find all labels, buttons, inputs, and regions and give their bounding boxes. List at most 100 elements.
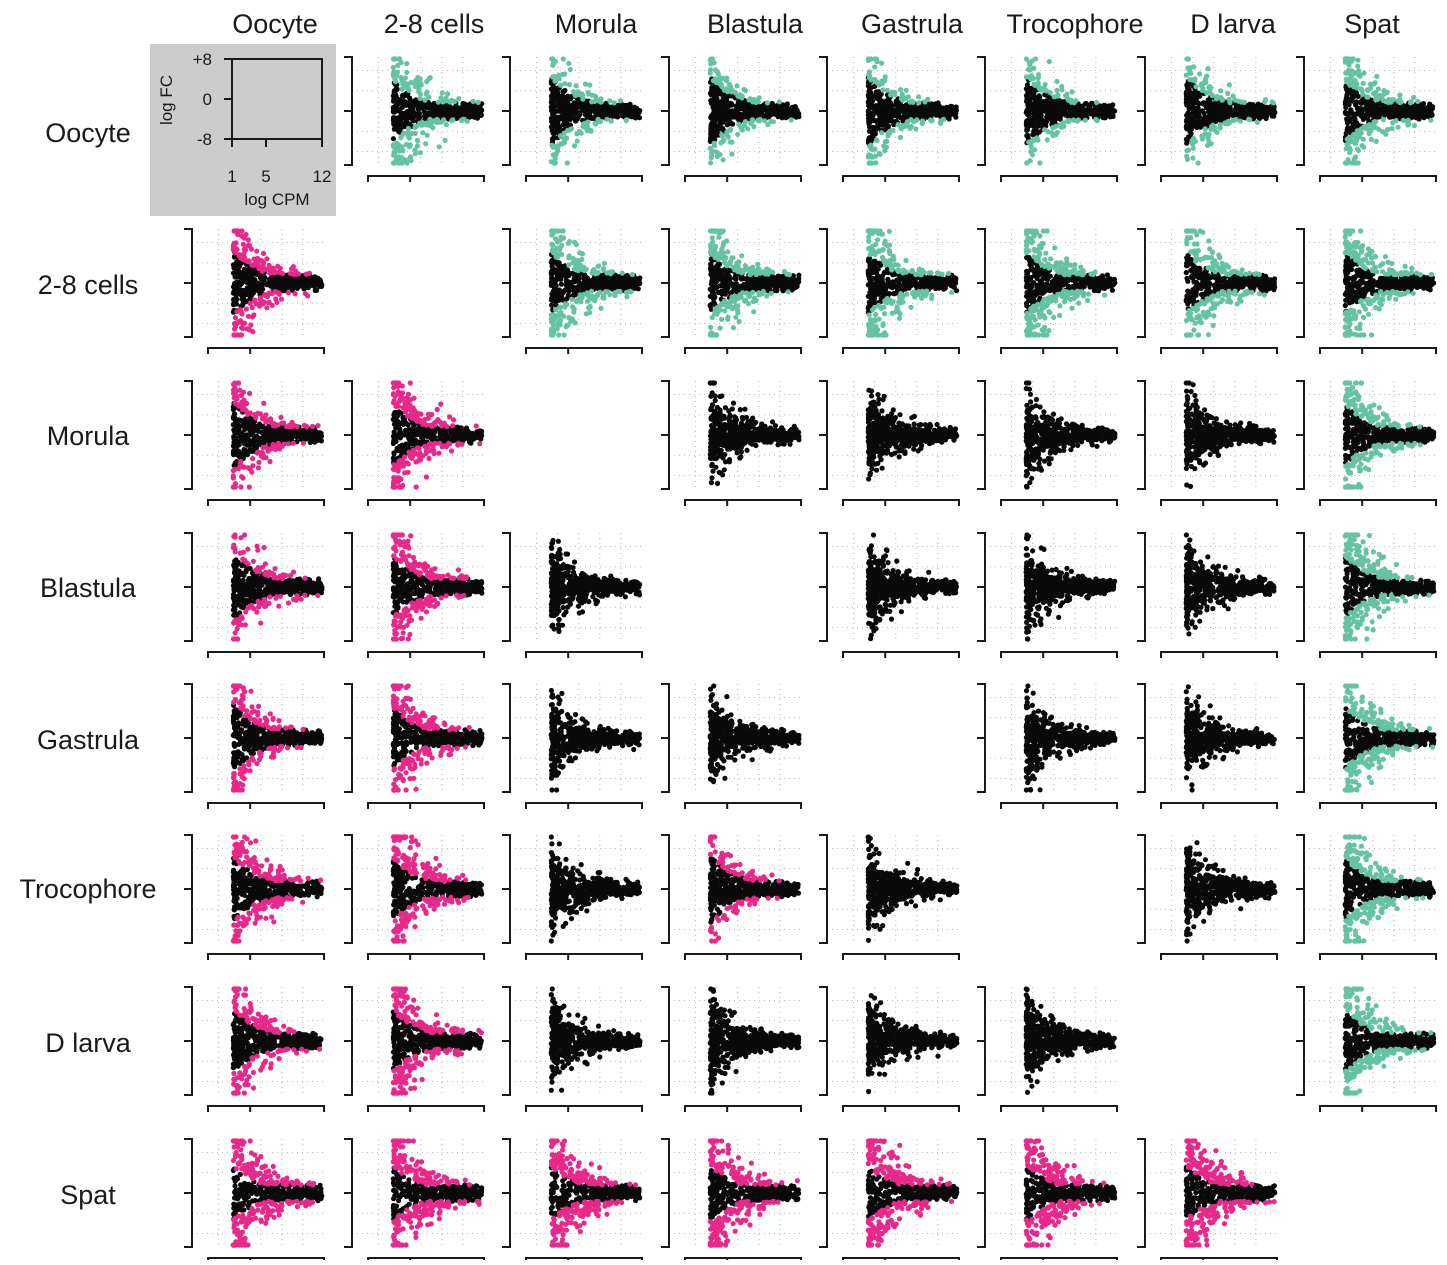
panel-oocyte-vs-trocophore-point: [1025, 135, 1030, 140]
panel-2-8-cells-vs-oocyte-point-significant: [261, 251, 266, 256]
panel-oocyte-vs-gastrula-point-significant: [904, 88, 909, 93]
panel-oocyte-vs-2-8-cells-point-significant: [404, 70, 409, 75]
panel-2-8-cells-vs-oocyte-point-significant: [242, 256, 247, 261]
panel-oocyte-vs-trocophore-point: [1071, 105, 1076, 110]
panel-oocyte-vs-blastula-point-significant: [720, 134, 725, 139]
panel-2-8-cells-vs-morula-point: [558, 273, 563, 278]
panel-oocyte-vs-2-8-cells-point-significant: [400, 78, 405, 83]
panel-oocyte-vs-morula-point-significant: [572, 143, 577, 148]
panel-oocyte-vs-2-8-cells-point: [391, 94, 396, 99]
panel-2-8-cells-vs-morula-point-significant: [610, 269, 615, 274]
panel-oocyte-vs-spat-point-significant: [1371, 120, 1376, 125]
panel-oocyte-vs-d-larva-point-significant: [1242, 100, 1247, 105]
panel-oocyte-vs-trocophore-point: [1040, 99, 1045, 104]
panel-oocyte-vs-spat-point: [1365, 108, 1370, 113]
panel-2-8-cells-vs-oocyte-point-significant: [248, 323, 253, 328]
panel-oocyte-vs-gastrula-point: [869, 135, 874, 140]
panel-oocyte-vs-blastula-point: [793, 104, 798, 109]
panel-oocyte-vs-blastula-point-significant: [721, 157, 726, 162]
panel-oocyte-vs-d-larva-point-significant: [1209, 141, 1214, 146]
panel-2-8-cells-vs-oocyte-point: [233, 262, 238, 267]
panel-oocyte-vs-trocophore-point: [1082, 102, 1087, 107]
panel-oocyte-vs-blastula-point-significant: [757, 118, 762, 123]
panel-2-8-cells-vs-oocyte-point: [270, 283, 275, 288]
panel-oocyte-vs-gastrula-point-significant: [874, 56, 879, 61]
panel-oocyte-vs-spat-point-significant: [1365, 123, 1370, 128]
panel-2-8-cells-vs-oocyte-point-significant: [263, 292, 268, 297]
panel-oocyte-vs-d-larva-point-significant: [1270, 99, 1275, 104]
panel-oocyte-vs-spat-point-significant: [1361, 145, 1366, 150]
panel-oocyte-vs-spat-point: [1420, 110, 1425, 115]
panel-oocyte-vs-gastrula-point: [912, 111, 917, 116]
panel-oocyte-vs-2-8-cells-point-significant: [476, 100, 481, 105]
panel-oocyte-vs-2-8-cells-point-significant: [435, 117, 440, 122]
panel-oocyte-vs-2-8-cells-point-significant: [425, 133, 430, 138]
panel-2-8-cells-vs-morula-point-significant: [557, 305, 562, 310]
panel-oocyte-vs-spat-point-significant: [1373, 97, 1378, 102]
panel-oocyte-vs-trocophore-point-significant: [1054, 79, 1059, 84]
panel-oocyte-vs-spat-point: [1375, 114, 1380, 119]
panel-oocyte-vs-spat-point-significant: [1381, 117, 1386, 122]
panel-oocyte-vs-gastrula-point-significant: [880, 87, 885, 92]
panel-oocyte-vs-morula-point: [582, 104, 587, 109]
panel-2-8-cells-vs-morula-point-significant: [563, 301, 568, 306]
column-label-gastrula: Gastrula: [861, 9, 964, 39]
panel-oocyte-vs-blastula-point: [728, 101, 733, 106]
panel-oocyte-vs-morula-point-significant: [561, 56, 566, 61]
panel-2-8-cells-vs-morula-point-significant: [605, 289, 610, 294]
panel-2-8-cells-vs-morula-point: [550, 278, 555, 283]
panel-oocyte-vs-trocophore-point-significant: [1093, 117, 1098, 122]
panel-oocyte-vs-blastula-point-significant: [740, 128, 745, 133]
panel-oocyte-vs-d-larva-point: [1184, 123, 1189, 128]
panel-oocyte-vs-trocophore-point-significant: [1036, 86, 1041, 91]
panel-2-8-cells-vs-morula-point-significant: [574, 299, 579, 304]
panel-oocyte-vs-blastula-point: [717, 89, 722, 94]
panel-oocyte-vs-blastula-point-significant: [724, 76, 729, 81]
panel-oocyte-vs-2-8-cells-point-significant: [424, 79, 429, 84]
panel-oocyte-vs-blastula-point-significant: [709, 155, 714, 160]
panel-2-8-cells-vs-morula-point-significant: [550, 242, 555, 247]
panel-oocyte-vs-trocophore-point: [1031, 88, 1036, 93]
panel-oocyte-vs-trocophore-point-significant: [1073, 98, 1078, 103]
panel-oocyte-vs-d-larva-point-significant: [1190, 141, 1195, 146]
panel-oocyte-vs-gastrula-point: [887, 117, 892, 122]
panel-oocyte-vs-d-larva-point-significant: [1193, 84, 1198, 89]
panel-2-8-cells-vs-oocyte-point-significant: [279, 297, 284, 302]
panel-oocyte-vs-d-larva-point: [1262, 109, 1267, 114]
panel-oocyte-vs-d-larva-point-significant: [1203, 126, 1208, 131]
panel-oocyte-vs-2-8-cells-point: [459, 110, 464, 115]
panel-2-8-cells-vs-morula-point-significant: [584, 267, 589, 272]
panel-oocyte-vs-d-larva-point: [1184, 141, 1189, 146]
panel-oocyte-vs-spat-point-significant: [1360, 92, 1365, 97]
panel-2-8-cells-vs-oocyte-point: [245, 279, 250, 284]
panel-2-8-cells-vs-morula-point-significant: [596, 264, 601, 269]
panel-2-8-cells-vs-oocyte-point: [260, 287, 265, 292]
panel-oocyte-vs-spat-point-significant: [1371, 91, 1376, 96]
panel-oocyte-vs-d-larva-point-significant: [1184, 56, 1189, 61]
panel-oocyte-vs-blastula-point-significant: [719, 82, 724, 87]
panel-oocyte-vs-2-8-cells-point-significant: [415, 138, 420, 143]
panel-oocyte-vs-gastrula-point-significant: [866, 58, 871, 63]
panel-oocyte-vs-gastrula-point: [871, 128, 876, 133]
panel-2-8-cells-vs-oocyte-point: [251, 291, 256, 296]
panel-oocyte-vs-2-8-cells-point: [394, 87, 399, 92]
panel-oocyte-vs-blastula-point-significant: [765, 100, 770, 105]
panel-oocyte-vs-spat-point-significant: [1355, 64, 1360, 69]
panel-oocyte-vs-trocophore-point-significant: [1065, 96, 1070, 101]
panel-oocyte-vs-d-larva-point-significant: [1262, 99, 1267, 104]
panel-oocyte-vs-morula-point-significant: [586, 91, 591, 96]
panel-2-8-cells-vs-morula-point-significant: [630, 272, 635, 277]
panel-oocyte-vs-morula-point-significant: [592, 99, 597, 104]
panel-oocyte-vs-morula-point: [557, 124, 562, 129]
panel-oocyte-vs-d-larva-point: [1198, 122, 1203, 127]
panel-oocyte-vs-trocophore-point: [1101, 103, 1106, 108]
panel-oocyte-vs-spat-points: [1343, 56, 1435, 165]
panel-2-8-cells-vs-oocyte-point-significant: [286, 290, 291, 295]
panel-2-8-cells-vs-oocyte-point-significant: [236, 319, 241, 324]
panel-oocyte-vs-spat-point: [1391, 111, 1396, 116]
panel-2-8-cells-vs-oocyte-point-significant: [252, 298, 257, 303]
panel-oocyte-vs-morula-point-significant: [579, 131, 584, 136]
panel-2-8-cells-vs-morula-point-significant: [570, 304, 575, 309]
panel-oocyte-vs-2-8-cells-point-significant: [419, 82, 424, 87]
panel-oocyte-vs-blastula-point: [717, 126, 722, 131]
